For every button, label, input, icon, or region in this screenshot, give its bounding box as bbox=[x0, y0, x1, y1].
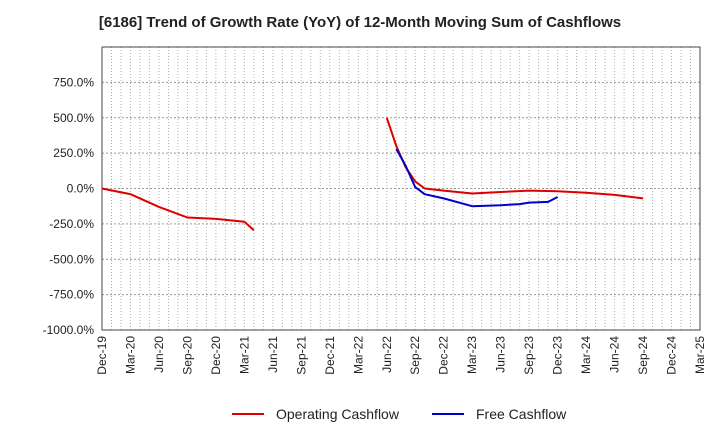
y-tick-label: 250.0% bbox=[53, 146, 94, 160]
x-tick-label: Sep-24 bbox=[636, 336, 650, 375]
x-tick-label: Sep-20 bbox=[180, 336, 194, 375]
legend-label: Free Cashflow bbox=[476, 406, 567, 422]
x-tick-label: Mar-24 bbox=[579, 336, 593, 374]
x-tick-label: Mar-22 bbox=[351, 336, 365, 374]
series-line-free-cashflow bbox=[395, 148, 559, 208]
x-tick-label: Mar-25 bbox=[693, 336, 707, 374]
plot-area bbox=[102, 47, 700, 330]
x-tick-label: Jun-24 bbox=[608, 336, 622, 373]
x-tick-label: Sep-22 bbox=[408, 336, 422, 375]
x-tick-label: Dec-24 bbox=[665, 336, 679, 375]
series-line-operating-cashflow bbox=[101, 187, 255, 231]
y-tick-label: -750.0% bbox=[49, 288, 94, 302]
x-tick-label: Jun-23 bbox=[494, 336, 508, 373]
y-tick-label: -500.0% bbox=[49, 252, 94, 266]
x-tick-label: Dec-19 bbox=[95, 336, 109, 375]
x-tick-label: Dec-23 bbox=[551, 336, 565, 375]
x-tick-label: Mar-23 bbox=[465, 336, 479, 374]
x-tick-label: Mar-20 bbox=[123, 336, 137, 374]
x-tick-label: Sep-21 bbox=[294, 336, 308, 375]
legend-label: Operating Cashflow bbox=[276, 406, 400, 422]
x-tick-label: Mar-21 bbox=[237, 336, 251, 374]
x-tick-label: Sep-23 bbox=[522, 336, 536, 375]
x-tick-label: Dec-21 bbox=[323, 336, 337, 375]
x-tick-label: Jun-21 bbox=[266, 336, 280, 373]
x-tick-label: Dec-22 bbox=[437, 336, 451, 375]
x-tick-label: Jun-20 bbox=[152, 336, 166, 373]
x-tick-label: Jun-22 bbox=[380, 336, 394, 373]
y-tick-label: -250.0% bbox=[49, 217, 94, 231]
x-tick-label: Dec-20 bbox=[209, 336, 223, 375]
chart-title: [6186] Trend of Growth Rate (YoY) of 12-… bbox=[98, 14, 622, 31]
y-tick-label: 0.0% bbox=[67, 182, 95, 196]
y-tick-label: -1000.0% bbox=[43, 323, 95, 337]
y-tick-label: 750.0% bbox=[53, 75, 94, 89]
y-tick-label: 500.0% bbox=[53, 111, 94, 125]
